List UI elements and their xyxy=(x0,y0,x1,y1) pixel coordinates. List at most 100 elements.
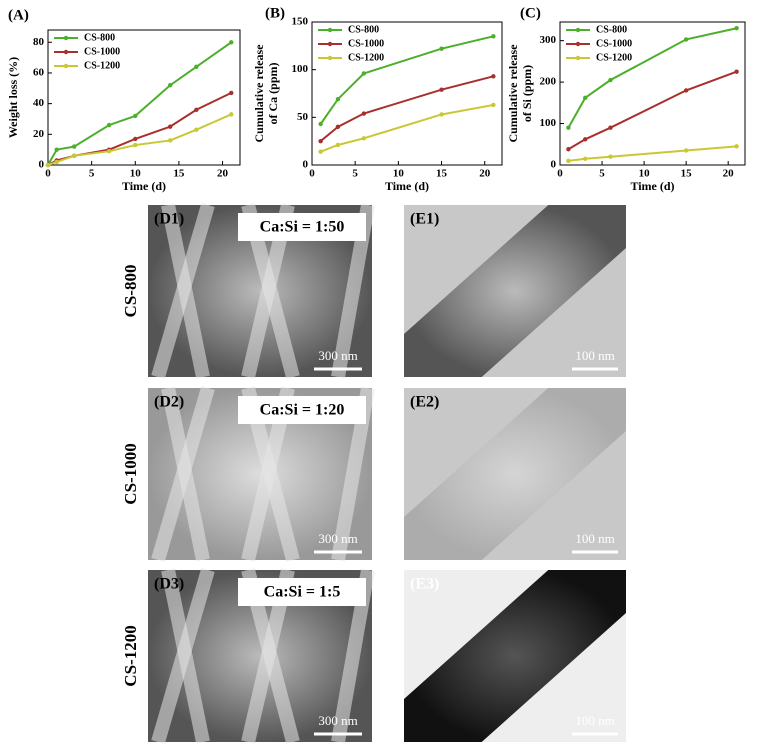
y-tick-label: 300 xyxy=(540,34,557,46)
y-tick-label: 40 xyxy=(33,97,45,109)
data-point xyxy=(439,112,444,117)
data-point xyxy=(133,142,138,148)
data-point xyxy=(734,26,739,31)
x-tick-label: 5 xyxy=(352,168,358,180)
y-tick-label: 0 xyxy=(39,159,45,171)
ratio-label: Ca:Si = 1:50 xyxy=(260,219,345,236)
ratio-label: Ca:Si = 1:20 xyxy=(260,402,345,419)
x-tick-label: 10 xyxy=(393,168,405,180)
data-point xyxy=(734,144,739,149)
x-axis-label: Time (d) xyxy=(122,179,166,193)
legend-marker xyxy=(63,63,69,69)
chart-title: (B) xyxy=(265,5,285,21)
x-tick-label: 10 xyxy=(639,168,651,180)
data-point xyxy=(491,34,496,39)
series-line xyxy=(568,145,737,162)
ratio-box xyxy=(238,213,366,241)
fiber xyxy=(161,568,210,744)
row-label: CS-1200 xyxy=(121,625,140,686)
data-point xyxy=(583,156,588,161)
legend-label: CS-800 xyxy=(596,24,627,35)
fiber xyxy=(404,388,626,560)
panel-label: (D3) xyxy=(154,576,184,593)
series-line xyxy=(47,91,232,166)
data-point xyxy=(318,138,323,144)
x-tick-label: 15 xyxy=(173,168,185,180)
data-point xyxy=(71,144,77,149)
ratio-box xyxy=(238,578,366,606)
data-point xyxy=(335,124,341,130)
y-tick-label: 20 xyxy=(33,128,45,140)
x-axis-label: Time (d) xyxy=(630,179,674,193)
data-point xyxy=(608,77,613,83)
data-point xyxy=(45,162,51,168)
x-tick-label: 0 xyxy=(45,168,51,180)
fiber xyxy=(161,386,210,562)
plot-frame xyxy=(47,29,241,166)
legend-label: CS-1200 xyxy=(596,52,632,63)
legend-label: CS-1000 xyxy=(348,38,384,49)
fiber xyxy=(161,203,210,379)
data-point xyxy=(194,107,199,112)
y-axis-label: Weight loss (%) xyxy=(6,57,20,138)
panel-label: (E1) xyxy=(410,211,439,228)
fiber xyxy=(404,205,626,377)
data-point xyxy=(167,124,173,129)
legend-marker xyxy=(575,41,581,47)
ratio-box xyxy=(238,396,366,424)
legend-marker xyxy=(63,35,69,41)
data-point xyxy=(229,40,234,45)
x-tick-label: 20 xyxy=(479,168,491,180)
data-point xyxy=(608,125,613,130)
chart-title: (C) xyxy=(520,5,541,21)
data-point xyxy=(318,121,323,127)
data-point xyxy=(106,148,112,154)
y-tick-label: 100 xyxy=(292,63,309,75)
x-tick-label: 10 xyxy=(130,168,142,180)
data-point xyxy=(683,148,689,153)
data-point xyxy=(194,64,199,70)
data-point xyxy=(491,74,496,79)
x-tick-label: 15 xyxy=(436,168,448,180)
panel-label: (E2) xyxy=(410,394,439,411)
legend-marker xyxy=(575,27,581,33)
x-tick-label: 5 xyxy=(599,168,605,180)
series-line xyxy=(47,113,232,166)
fiber xyxy=(404,570,626,742)
panel-label: (E3) xyxy=(410,576,439,593)
series-line xyxy=(320,103,494,153)
legend-label: CS-1200 xyxy=(84,60,120,71)
legend-label: CS-1000 xyxy=(84,46,120,57)
series-line xyxy=(567,70,737,151)
legend-label: CS-800 xyxy=(348,24,379,35)
data-point xyxy=(229,112,234,117)
data-point xyxy=(133,113,138,119)
y-axis-label: Cumulative release xyxy=(252,44,266,143)
data-point xyxy=(683,37,689,42)
legend-label: CS-1000 xyxy=(596,38,632,49)
series-line xyxy=(47,41,232,166)
x-tick-label: 20 xyxy=(723,168,735,180)
legend-marker xyxy=(327,41,333,47)
y-tick-label: 80 xyxy=(33,36,45,48)
row-label: CS-1000 xyxy=(121,443,140,504)
data-point xyxy=(361,111,367,116)
data-point xyxy=(335,142,341,148)
y-tick-label: 0 xyxy=(551,159,557,171)
data-point xyxy=(318,149,323,154)
data-point xyxy=(566,125,571,130)
scale-label: 100 nm xyxy=(575,531,614,546)
data-point xyxy=(439,87,444,92)
x-tick-label: 5 xyxy=(89,168,95,180)
legend-marker xyxy=(327,55,333,61)
data-point xyxy=(133,136,138,142)
scale-label: 300 nm xyxy=(318,713,357,728)
series-line xyxy=(567,27,737,129)
data-point xyxy=(167,83,173,88)
y-tick-label: 50 xyxy=(297,111,309,123)
series-line xyxy=(319,35,494,125)
data-point xyxy=(71,153,77,158)
y-axis-label: of Si (ppm) xyxy=(520,65,534,122)
scale-label: 300 nm xyxy=(318,531,357,546)
data-point xyxy=(361,71,367,76)
